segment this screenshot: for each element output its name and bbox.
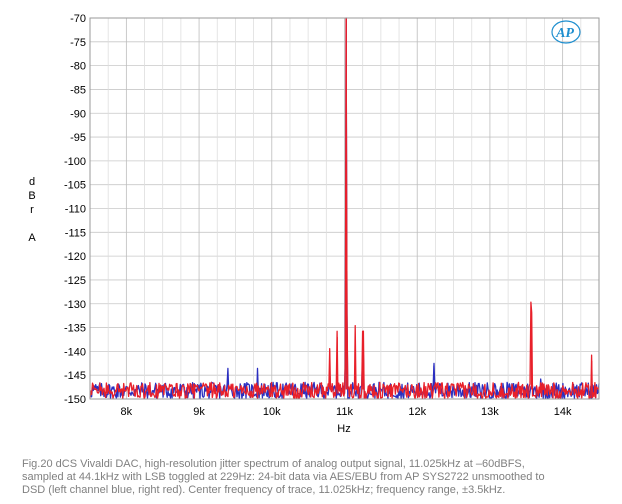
y-tick-label: -100 [64,156,86,168]
y-axis-label-d: d [28,176,36,188]
y-axis-label-b: B [28,190,36,202]
y-tick-label: -95 [70,132,86,144]
x-axis-label: Hz [337,423,350,435]
y-tick-label: -70 [70,13,86,25]
y-tick-label: -110 [65,204,86,216]
y-axis-label-r: r [30,204,34,216]
caption-line-3: DSD (left channel blue, right red). Cent… [22,484,506,496]
x-tick-label: 14k [554,406,572,418]
y-tick-label: -90 [70,108,86,120]
caption-line-1: Fig.20 dCS Vivaldi DAC, high-resolution … [22,458,525,470]
series-line-1 [89,17,600,400]
y-tick-label: -150 [64,394,86,406]
x-tick-label: 9k [193,406,205,418]
ap-logo-text: AP [555,26,574,41]
x-tick-label: 8k [121,406,133,418]
y-tick-label: -140 [64,346,86,358]
series-traces [89,17,600,400]
x-tick-labels: 8k 9k 10k 11k 12k 13k 14k [121,406,572,418]
figure-caption: Fig.20 dCS Vivaldi DAC, high-resolution … [22,458,612,497]
y-tick-label: -75 [70,37,86,49]
x-tick-label: 12k [408,406,426,418]
grid-lines [90,17,599,400]
caption-line-2: sampled at 44.1kHz with LSB toggled at 2… [22,471,545,483]
y-tick-label: -145 [64,370,86,382]
y-tick-label: -130 [64,299,86,311]
y-axis-label-a: A [28,232,36,244]
y-tick-label: -80 [70,61,86,73]
plot-frame [89,17,600,400]
y-tick-label: -85 [70,84,86,96]
y-tick-label: -125 [64,275,86,287]
y-tick-label: -135 [64,323,86,335]
y-tick-label: -120 [64,251,86,263]
y-tick-label: -105 [64,180,86,192]
x-tick-label: 10k [263,406,281,418]
y-tick-label: -115 [65,227,86,239]
y-tick-labels: -70 -75 -80 -85 -90 -95 -100 -105 -110 -115 -120 -1… [64,13,86,406]
x-tick-label: 13k [481,406,499,418]
ap-logo: AP [551,20,581,44]
x-tick-label: 11k [336,406,353,418]
